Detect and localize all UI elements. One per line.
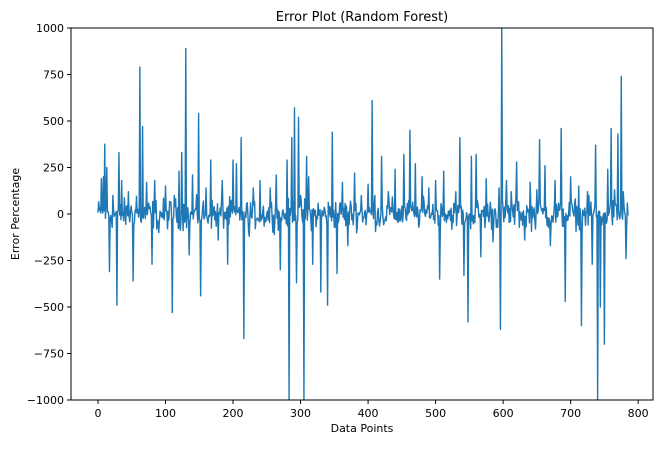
x-tick-label: 600 — [493, 407, 514, 420]
y-tick-label: −750 — [34, 348, 64, 361]
x-tick-label: 800 — [628, 407, 649, 420]
x-tick-label: 500 — [425, 407, 446, 420]
x-tick-label: 400 — [358, 407, 379, 420]
y-tick-label: 250 — [43, 162, 64, 175]
x-tick-label: 0 — [95, 407, 102, 420]
y-tick-label: 750 — [43, 69, 64, 82]
y-tick-label: −500 — [34, 301, 64, 314]
y-tick-label: 500 — [43, 115, 64, 128]
y-tick-label: −250 — [34, 255, 64, 268]
x-tick-label: 200 — [223, 407, 244, 420]
series-line — [97, 28, 629, 400]
chart-title: Error Plot (Random Forest) — [276, 10, 448, 25]
x-tick-label: 100 — [155, 407, 176, 420]
plot-layer — [97, 28, 629, 400]
y-tick-label: 1000 — [36, 22, 64, 35]
x-tick-label: 300 — [290, 407, 311, 420]
axis-layer: 0 100 200 300 400 500 600 700 800 −1000 −750 −500 −2… — [27, 22, 654, 420]
y-axis-label: Error Percentage — [9, 168, 22, 260]
x-tick-label: 700 — [560, 407, 581, 420]
x-axis-label: Data Points — [331, 422, 394, 435]
y-tick-label: −1000 — [27, 394, 64, 407]
y-tick-label: 0 — [57, 208, 64, 221]
